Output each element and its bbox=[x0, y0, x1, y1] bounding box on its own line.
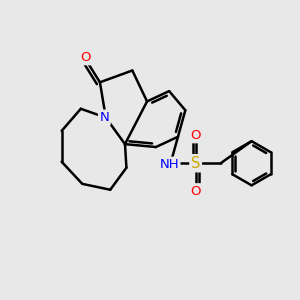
Text: S: S bbox=[191, 156, 200, 171]
Text: O: O bbox=[80, 51, 91, 64]
Text: NH: NH bbox=[159, 158, 179, 171]
Text: O: O bbox=[190, 185, 201, 198]
Text: N: N bbox=[100, 111, 109, 124]
Text: O: O bbox=[190, 129, 201, 142]
